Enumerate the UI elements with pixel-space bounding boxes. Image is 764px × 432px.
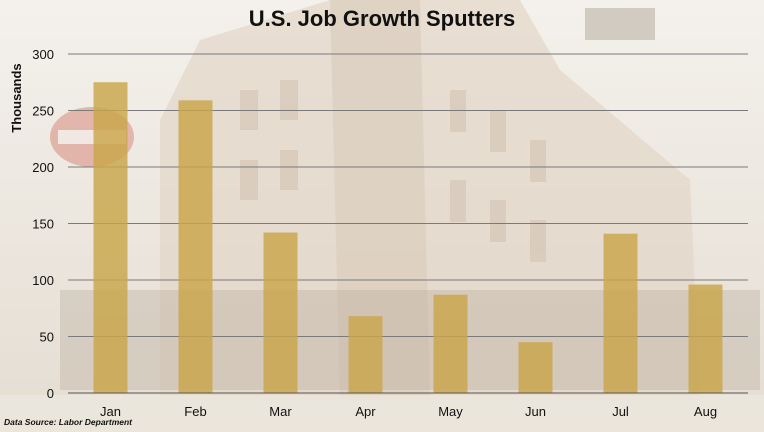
x-tick-label: Mar xyxy=(269,404,292,419)
y-axis-label: Thousands xyxy=(9,63,24,132)
y-tick-label: 250 xyxy=(32,104,54,119)
gridlines xyxy=(68,53,748,337)
y-tick-label: 150 xyxy=(32,217,54,232)
chart-title: U.S. Job Growth Sputters xyxy=(249,6,515,31)
y-tick-label: 300 xyxy=(32,47,54,62)
bar-jun xyxy=(518,342,553,393)
data-source-note: Data Source: Labor Department xyxy=(4,417,132,427)
x-tick-label: Jul xyxy=(612,404,629,419)
bar-jan xyxy=(93,82,128,393)
bars xyxy=(93,82,723,393)
x-tick-label: Feb xyxy=(184,404,206,419)
y-tick-label: 50 xyxy=(40,330,54,345)
bar-jul xyxy=(603,233,638,393)
bar-apr xyxy=(348,316,383,393)
bar-may xyxy=(433,294,468,393)
y-tick-label: 0 xyxy=(47,386,54,401)
x-tick-label: Apr xyxy=(355,404,376,419)
bar-mar xyxy=(263,232,298,393)
y-tick-label: 100 xyxy=(32,273,54,288)
y-tick-labels: 0 50 100 150 200 250 300 xyxy=(32,47,54,401)
x-tick-labels: Jan Feb Mar Apr May Jun Jul Aug xyxy=(100,404,717,419)
x-tick-label: May xyxy=(438,404,463,419)
bar-aug xyxy=(688,284,723,393)
bar-feb xyxy=(178,100,213,393)
x-tick-label: Aug xyxy=(694,404,717,419)
y-tick-label: 200 xyxy=(32,160,54,175)
x-tick-label: Jan xyxy=(100,404,121,419)
x-tick-label: Jun xyxy=(525,404,546,419)
